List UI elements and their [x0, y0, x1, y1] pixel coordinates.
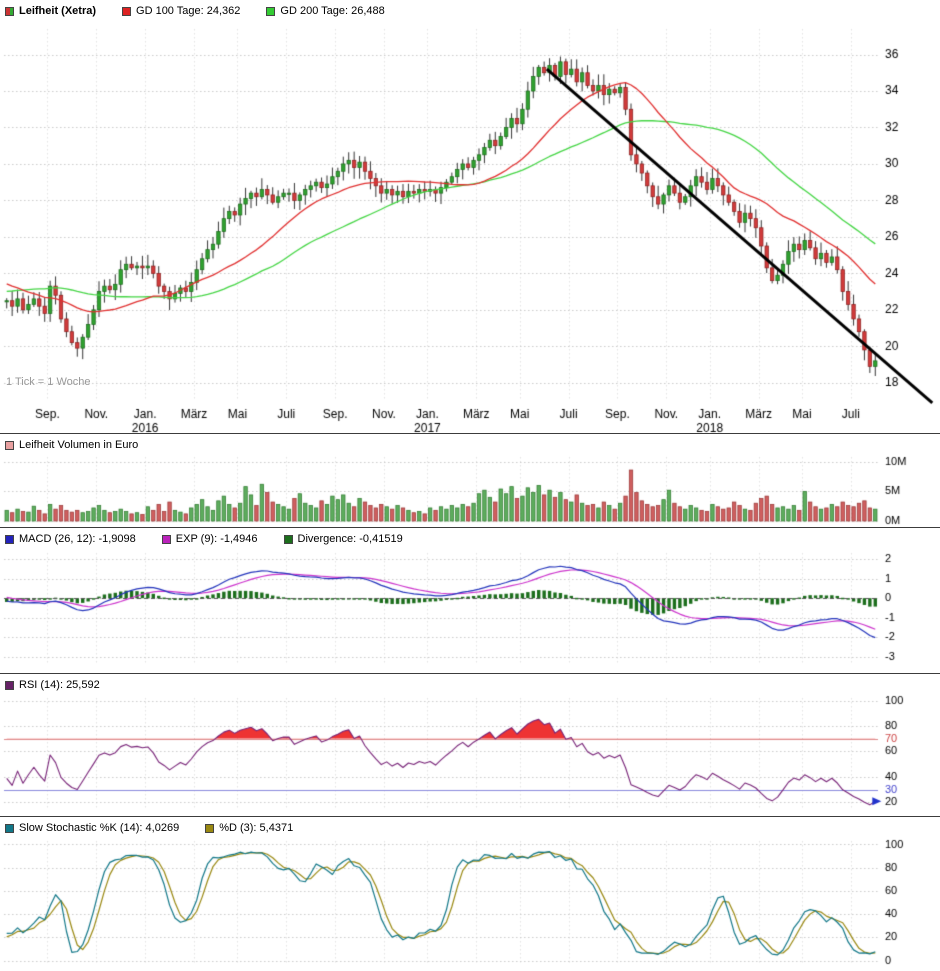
gd100-swatch-icon	[122, 6, 132, 16]
legend-item-stoch-d: %D (3): 5,4371	[205, 822, 293, 834]
macd-panel: MACD (26, 12): -1,9098 EXP (9): -1,4946 …	[0, 527, 940, 673]
macd-label: MACD (26, 12): -1,9098	[19, 533, 136, 545]
stoch-k-label: Slow Stochastic %K (14): 4,0269	[19, 822, 180, 834]
volume-chart-canvas	[0, 453, 940, 527]
legend-item-macd: MACD (26, 12): -1,9098	[5, 533, 136, 545]
legend-item-gd200: GD 200 Tage: 26,488	[266, 5, 385, 17]
legend-item-divergence: Divergence: -0,41519	[283, 533, 403, 545]
legend-item-volume: Leifheit Volumen in Euro	[5, 439, 138, 451]
stochastic-panel: Slow Stochastic %K (14): 4,0269 %D (3): …	[0, 816, 940, 971]
volume-legend: Leifheit Volumen in Euro	[0, 434, 940, 453]
price-panel: Leifheit (Xetra) GD 100 Tage: 24,362 GD …	[0, 0, 940, 433]
stoch-k-swatch-icon	[5, 823, 14, 833]
rsi-legend: RSI (14): 25,592	[0, 674, 940, 693]
macd-legend: MACD (26, 12): -1,9098 EXP (9): -1,4946 …	[0, 528, 940, 547]
legend-item-exp: EXP (9): -1,4946	[161, 533, 258, 545]
divergence-label: Divergence: -0,41519	[297, 533, 403, 545]
price-chart-canvas	[0, 19, 940, 433]
ticker-label: Leifheit (Xetra)	[19, 5, 97, 17]
rsi-panel: RSI (14): 25,592	[0, 673, 940, 816]
gd100-label: GD 100 Tage: 24,362	[136, 5, 241, 17]
gd200-label: GD 200 Tage: 26,488	[280, 5, 385, 17]
exp-swatch-icon	[161, 534, 171, 544]
stochastic-legend: Slow Stochastic %K (14): 4,0269 %D (3): …	[0, 817, 940, 836]
exp-label: EXP (9): -1,4946	[175, 533, 258, 545]
price-legend: Leifheit (Xetra) GD 100 Tage: 24,362 GD …	[0, 0, 940, 19]
stoch-d-label: %D (3): 5,4371	[219, 822, 294, 834]
volume-swatch-icon	[5, 440, 14, 450]
candlestick-icon	[5, 6, 14, 16]
rsi-swatch-icon	[5, 680, 14, 690]
stoch-d-swatch-icon	[205, 823, 215, 833]
rsi-label: RSI (14): 25,592	[19, 679, 100, 691]
volume-panel: Leifheit Volumen in Euro	[0, 433, 940, 527]
legend-item-ticker: Leifheit (Xetra)	[5, 5, 96, 17]
tick-note: 1 Tick = 1 Woche	[6, 376, 91, 388]
legend-item-rsi: RSI (14): 25,592	[5, 679, 100, 691]
stochastic-chart-canvas	[0, 836, 940, 971]
divergence-swatch-icon	[283, 534, 293, 544]
gd200-swatch-icon	[266, 6, 276, 16]
legend-item-stoch-k: Slow Stochastic %K (14): 4,0269	[5, 822, 179, 834]
macd-chart-canvas	[0, 547, 940, 673]
rsi-chart-canvas	[0, 693, 940, 816]
macd-swatch-icon	[5, 534, 14, 544]
volume-label: Leifheit Volumen in Euro	[19, 439, 139, 451]
legend-item-gd100: GD 100 Tage: 24,362	[122, 5, 240, 17]
